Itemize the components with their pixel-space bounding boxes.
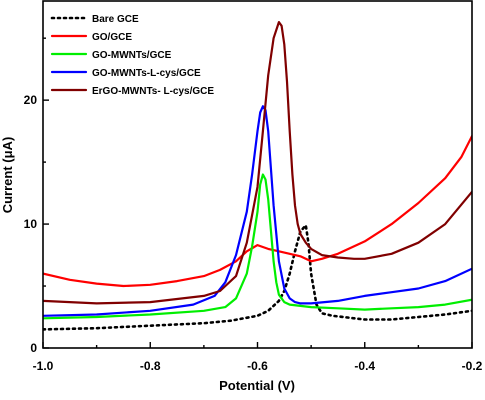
legend-label-go-mwnts-l-cys-gce: GO-MWNTs-L-cys/GCE [92, 68, 201, 79]
legend-label-go-gce: GO/GCE [92, 32, 132, 43]
legend-label-ergo-mwnts-l-cys-gce: ErGO-MWNTs- L-cys/GCE [92, 86, 214, 97]
series-line-bare-gce [43, 224, 472, 331]
x-tick-label: -0.6 [247, 359, 268, 373]
legend: Bare GCE GO/GCE GO-MWNTs/GCE GO-MWNTs-L-cys… [50, 14, 214, 97]
legend-label-go-mwnts-gce: GO-MWNTs/GCE [92, 50, 172, 61]
x-tick-label: -0.2 [462, 359, 483, 373]
x-tick-label: -1.0 [33, 359, 54, 373]
y-tick-label: 0 [30, 341, 37, 355]
y-tick-label: 10 [24, 217, 38, 231]
y-axis-title: Current (μA) [0, 137, 15, 214]
x-tick-label: -0.8 [140, 359, 161, 373]
x-tick-label: -0.4 [354, 359, 375, 373]
series-line-ergo-mwnts-l-cys-gce [43, 21, 472, 305]
legend-label-bare-gce: Bare GCE [92, 14, 139, 25]
x-axis-title: Potential (V) [219, 378, 295, 393]
series-line-go-mwnts-l-cys-gce [43, 105, 472, 317]
series-line-go-mwnts-gce [43, 173, 472, 320]
y-tick-label: 20 [24, 93, 38, 107]
axes-layer: -1.0 -0.8 -0.6 -0.4 -0.2 0 10 20 [24, 37, 483, 373]
series-layer [43, 21, 472, 331]
